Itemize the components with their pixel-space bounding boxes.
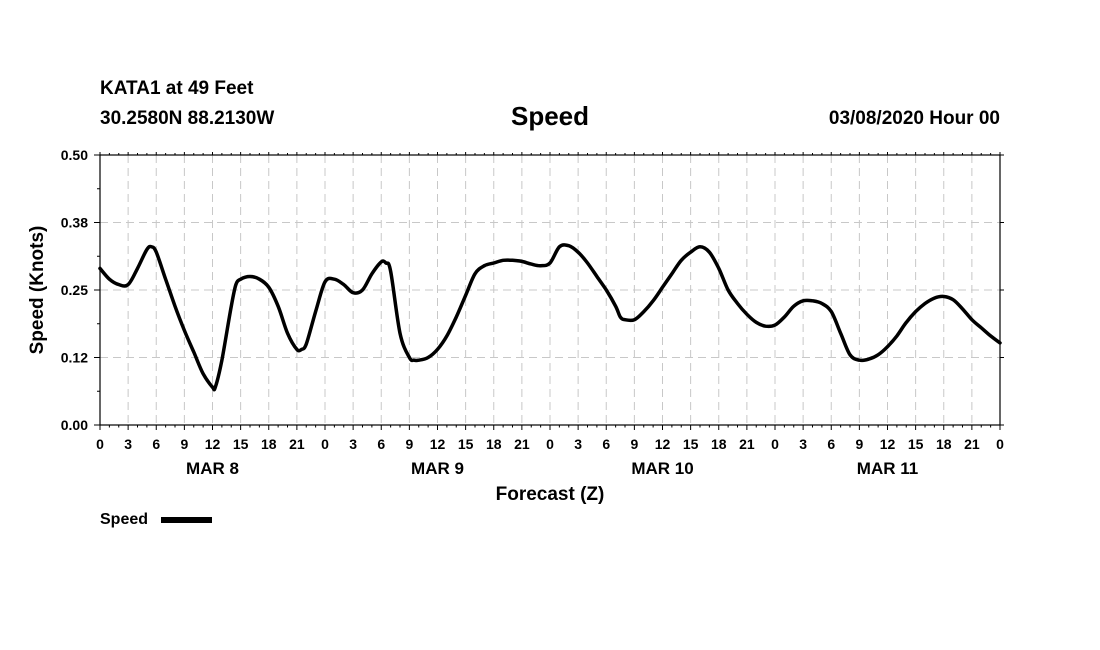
x-tick-label: 12 bbox=[430, 436, 446, 452]
y-tick-label: 0.25 bbox=[61, 282, 88, 298]
legend-swatch bbox=[161, 517, 212, 523]
x-tick-label: 12 bbox=[205, 436, 221, 452]
date-label: MAR 10 bbox=[631, 459, 693, 478]
x-tick-label: 0 bbox=[96, 436, 104, 452]
x-tick-label: 0 bbox=[996, 436, 1004, 452]
x-axis-title: Forecast (Z) bbox=[496, 484, 605, 505]
series-line-speed bbox=[98, 243, 1002, 392]
x-tick-label: 3 bbox=[349, 436, 357, 452]
run-time: 03/08/2020 Hour 00 bbox=[829, 108, 1000, 129]
chart-title: Speed bbox=[511, 101, 589, 131]
date-label: MAR 11 bbox=[857, 459, 918, 478]
x-tick-label: 9 bbox=[630, 436, 638, 452]
x-tick-label: 0 bbox=[771, 436, 779, 452]
x-tick-label: 9 bbox=[405, 436, 413, 452]
x-tick-label: 0 bbox=[321, 436, 329, 452]
station-title: KATA1 at 49 Feet bbox=[100, 78, 254, 99]
x-tick-label: 6 bbox=[152, 436, 160, 452]
x-tick-label: 15 bbox=[233, 436, 249, 452]
x-tick-label: 3 bbox=[574, 436, 582, 452]
x-tick-label: 3 bbox=[799, 436, 807, 452]
x-tick-label: 15 bbox=[458, 436, 474, 452]
x-tick-label: 3 bbox=[124, 436, 132, 452]
y-tick-label: 0.50 bbox=[61, 147, 88, 163]
x-tick-label: 18 bbox=[261, 436, 277, 452]
x-tick-label: 15 bbox=[683, 436, 699, 452]
x-tick-label: 18 bbox=[486, 436, 502, 452]
x-tick-label: 0 bbox=[546, 436, 554, 452]
x-tick-label: 18 bbox=[711, 436, 727, 452]
date-labels: MAR 8 MAR 9 MAR 10 MAR 11 bbox=[186, 459, 918, 478]
x-tick-label: 9 bbox=[855, 436, 863, 452]
x-tick-label: 15 bbox=[908, 436, 924, 452]
axis-ticks bbox=[94, 152, 1004, 430]
y-tick-label: 0.38 bbox=[61, 215, 88, 231]
x-tick-label: 21 bbox=[964, 436, 980, 452]
date-label: MAR 8 bbox=[186, 459, 239, 478]
x-tick-label: 21 bbox=[739, 436, 755, 452]
x-tick-label: 18 bbox=[936, 436, 952, 452]
x-tick-label: 12 bbox=[655, 436, 671, 452]
date-label: MAR 9 bbox=[411, 459, 464, 478]
y-tick-label: 0.12 bbox=[61, 350, 88, 366]
y-axis-title: Speed (Knots) bbox=[27, 226, 48, 355]
series-layer bbox=[98, 243, 1002, 392]
x-tick-label: 9 bbox=[180, 436, 188, 452]
plot-frame bbox=[99, 154, 1001, 426]
grid-lines bbox=[100, 155, 1000, 425]
x-tick-label: 6 bbox=[377, 436, 385, 452]
x-tick-label: 21 bbox=[289, 436, 305, 452]
y-tick-label: 0.00 bbox=[61, 417, 88, 433]
y-tick-labels: 0.00 0.12 0.25 0.38 0.50 bbox=[61, 147, 88, 433]
x-tick-label: 6 bbox=[827, 436, 835, 452]
station-location: 30.2580N 88.2130W bbox=[100, 108, 274, 129]
x-tick-label: 12 bbox=[880, 436, 896, 452]
x-tick-labels: 0 3 6 9 12 15 18 21 0 3 6 9 12 15 18 21 0 3 6 9 12 15 18 21 0 3 6 9… bbox=[96, 436, 1004, 452]
x-tick-label: 21 bbox=[514, 436, 530, 452]
x-tick-label: 6 bbox=[602, 436, 610, 452]
legend-label: Speed bbox=[100, 511, 148, 528]
